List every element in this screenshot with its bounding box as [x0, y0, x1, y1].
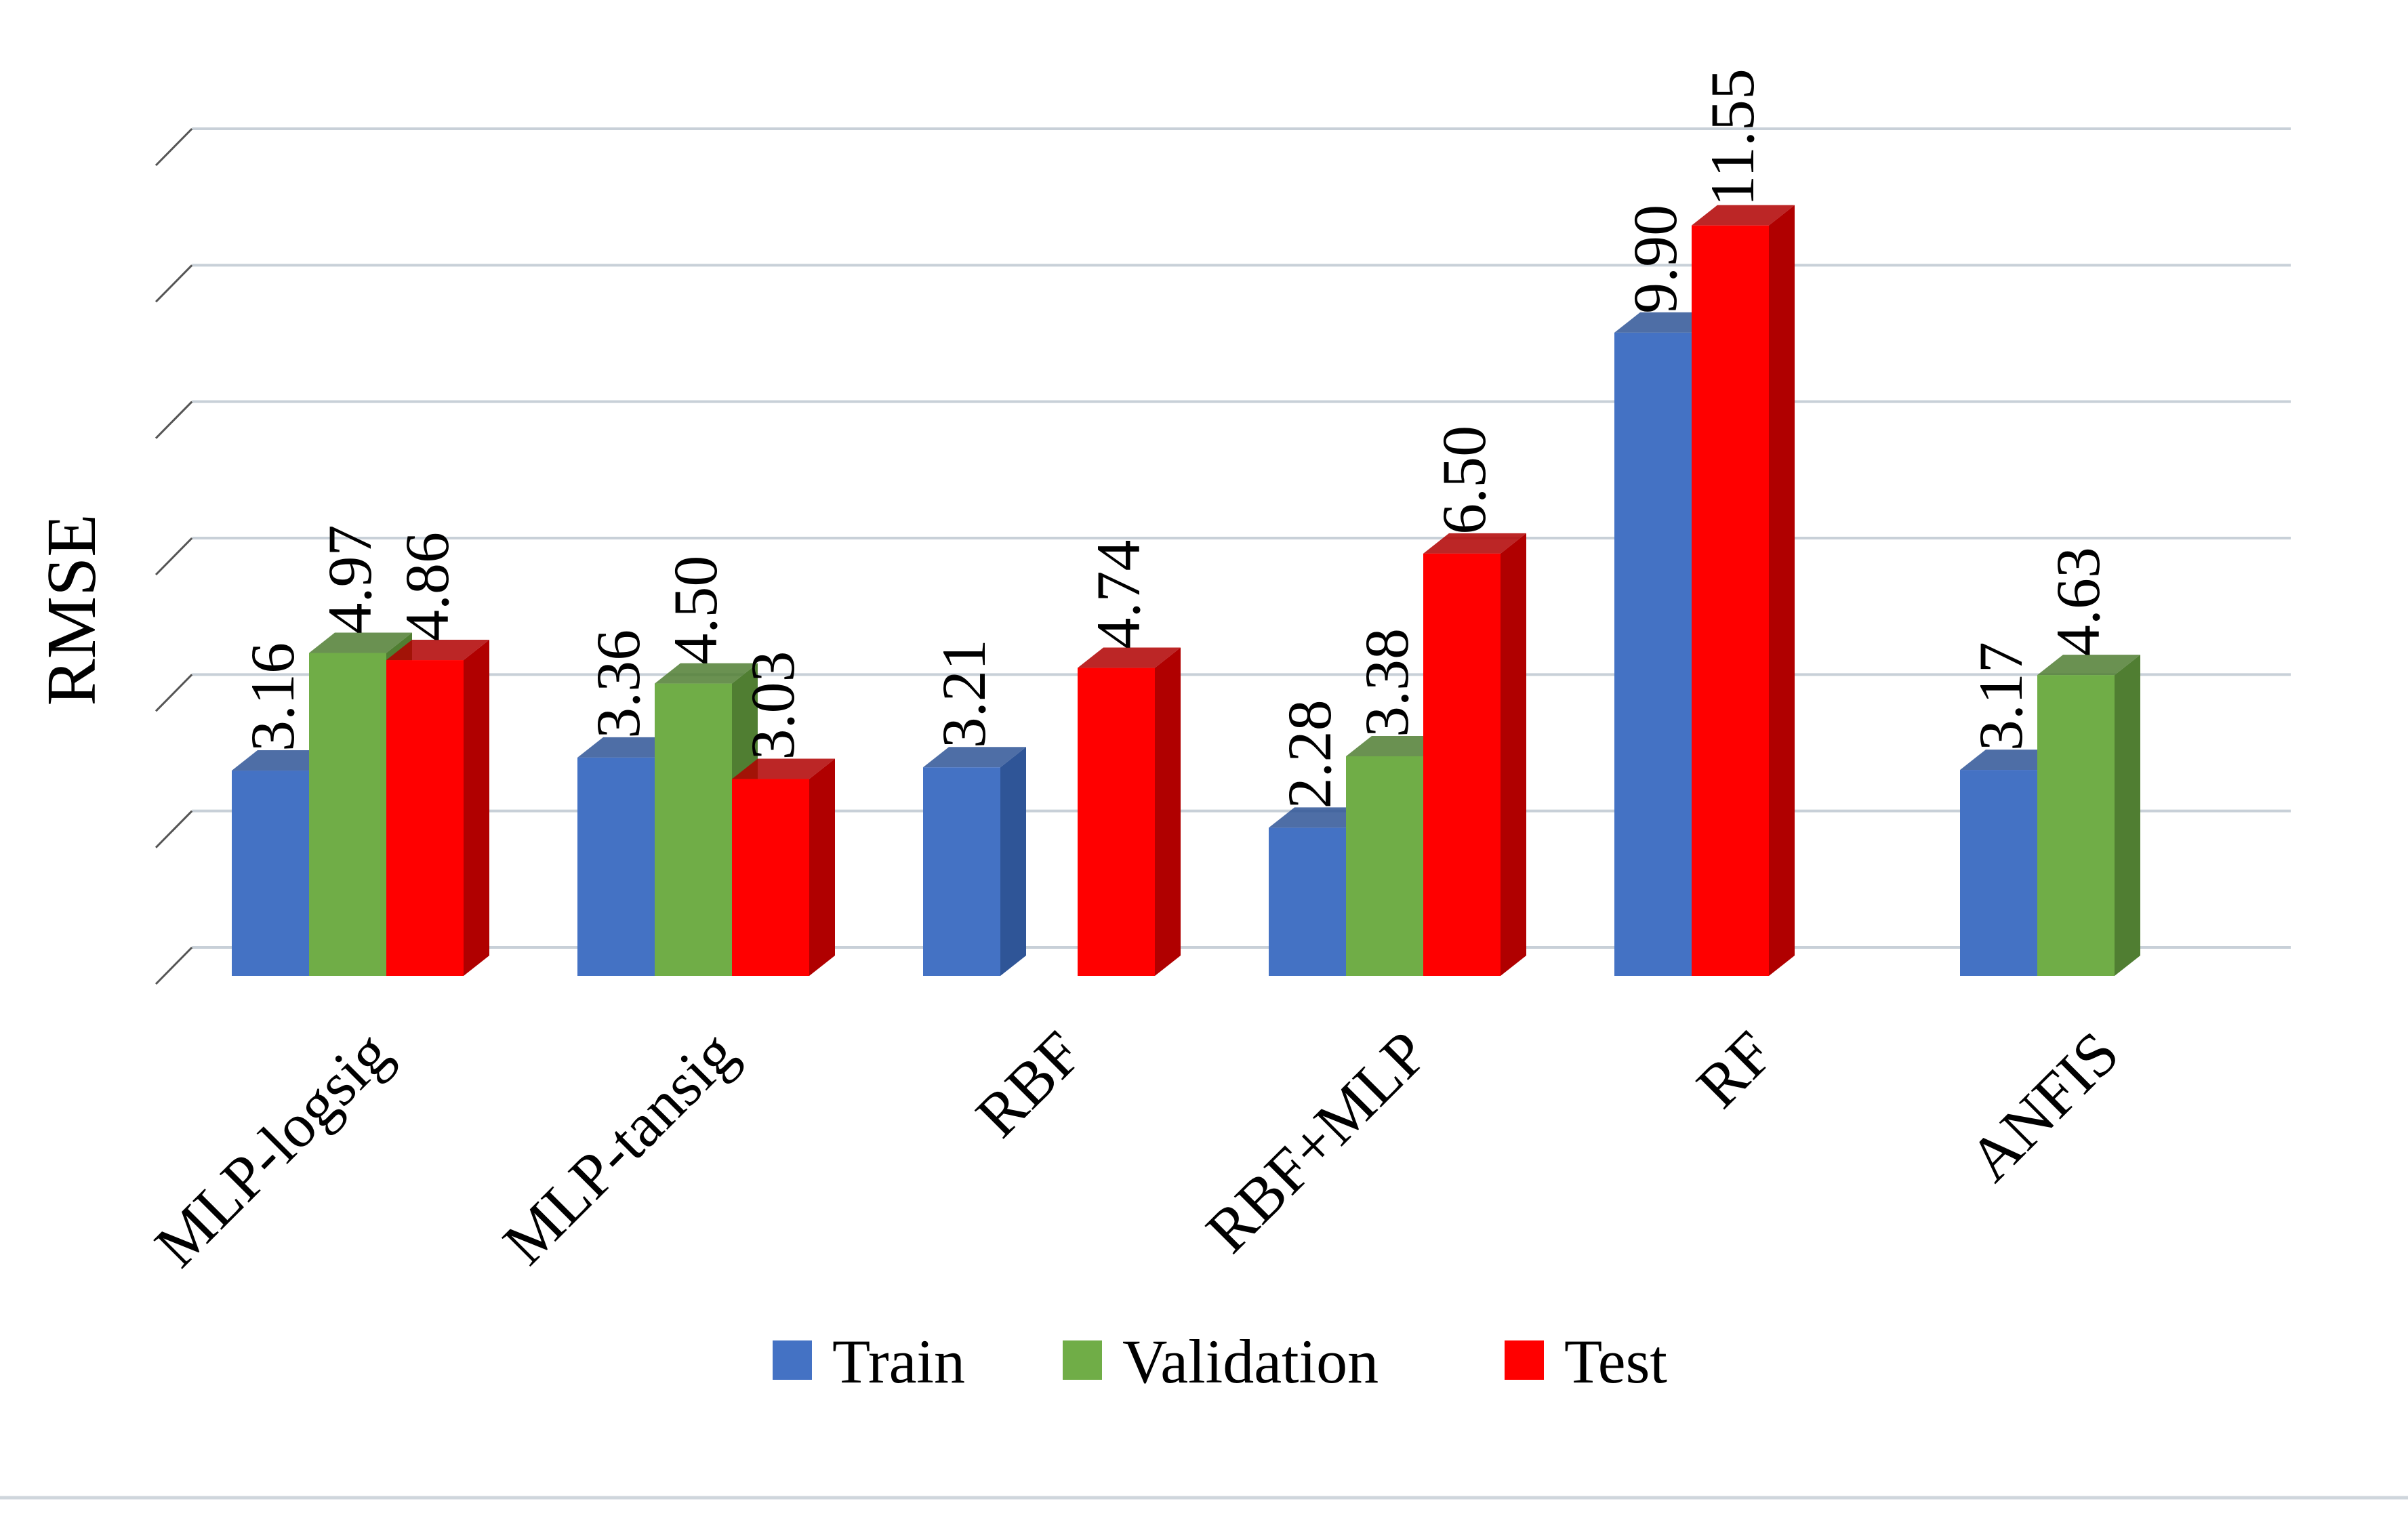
bar-front: [1423, 553, 1501, 976]
category-label: RBF+MLP: [1193, 1018, 1441, 1266]
category-label: MLP-tansig: [490, 1018, 750, 1277]
bar-side: [2115, 655, 2140, 976]
bar-test-rbf: [1078, 647, 1181, 976]
data-label: 4.74: [1084, 540, 1153, 649]
bar-top: [1692, 205, 1795, 226]
bar-top: [1423, 533, 1526, 554]
gridline-diagonal: [155, 810, 193, 848]
bar-top: [923, 747, 1026, 768]
gridline-diagonal: [155, 264, 193, 303]
bar-validation-anfis: [2037, 655, 2140, 976]
bar-front: [309, 653, 386, 976]
legend-swatch: [1505, 1340, 1544, 1380]
bar-side: [1501, 533, 1526, 976]
bar-test-mlp-logsig: [386, 640, 489, 976]
bars: [232, 205, 2140, 977]
gridline-diagonal: [155, 401, 193, 439]
bar-front: [1614, 332, 1692, 976]
data-label: 2.28: [1275, 699, 1344, 808]
bar-top: [2037, 655, 2140, 676]
bar-side: [1769, 205, 1795, 977]
data-label: 3.21: [929, 639, 998, 748]
legend-label: Test: [1564, 1327, 1667, 1396]
legend-label: Validation: [1122, 1327, 1379, 1396]
bar-test-rbf-mlp: [1423, 533, 1526, 976]
bar-top: [309, 632, 412, 653]
data-label: 4.63: [2043, 547, 2113, 656]
bar-side: [809, 758, 835, 976]
legend-item-train: Train: [773, 1327, 965, 1396]
gridline-diagonal: [155, 946, 193, 985]
data-label: 3.03: [738, 651, 807, 760]
gridline-diagonal: [155, 674, 193, 712]
bar-front: [1960, 770, 2037, 976]
data-label: 4.86: [392, 532, 462, 641]
bar-front: [577, 757, 655, 976]
legend-swatch: [1063, 1340, 1102, 1380]
legend: Train Validation Test: [773, 1327, 1667, 1396]
legend-item-test: Test: [1505, 1327, 1667, 1396]
category-label: MLP-logsig: [142, 1018, 404, 1280]
data-label: 4.50: [661, 556, 730, 665]
bar-front: [2037, 675, 2115, 976]
data-label: 3.16: [238, 642, 307, 752]
data-label: 3.17: [1966, 642, 2035, 751]
bar-front: [232, 771, 309, 976]
category-label: RF: [1683, 1018, 1787, 1121]
bar-test-rf: [1692, 205, 1795, 977]
legend-swatch: [773, 1340, 812, 1380]
bar-side: [464, 640, 489, 976]
bar-train-rbf: [923, 747, 1026, 976]
data-label: 11.55: [1698, 68, 1767, 207]
bar-side: [1000, 747, 1026, 976]
data-label: 3.38: [1352, 628, 1421, 737]
category-label: ANFIS: [1955, 1018, 2131, 1194]
bar-top: [1078, 647, 1181, 668]
data-label: 3.36: [584, 630, 653, 739]
legend-label: Train: [832, 1327, 965, 1396]
bar-front: [1078, 668, 1155, 976]
bar-front: [732, 779, 809, 976]
bar-front: [386, 660, 464, 976]
bar-top: [655, 663, 758, 684]
bar-front: [1692, 225, 1769, 977]
gridline-diagonal: [155, 537, 193, 576]
data-label: 9.90: [1620, 205, 1690, 314]
data-label: 4.97: [315, 525, 384, 634]
gridline-diagonal: [155, 127, 193, 167]
legend-item-validation: Validation: [1063, 1327, 1379, 1396]
bar-side: [1155, 647, 1181, 976]
bar-top: [386, 640, 489, 661]
bar-test-mlp-tansig: [732, 758, 835, 976]
data-labels: 3.164.97 4.86 3.364.503.03 3.21 4.74 2.283.38…: [238, 68, 2113, 808]
bar-front: [655, 683, 732, 976]
bar-top: [732, 758, 835, 779]
category-labels: MLP-logsig MLP-tansig RBF RBF+MLP RF ANFIS: [142, 1018, 2132, 1280]
bar-front: [1346, 756, 1423, 976]
bar-front: [923, 767, 1000, 976]
category-label: RBF: [962, 1018, 1095, 1150]
bar-front: [1269, 827, 1346, 976]
data-label: 6.50: [1429, 426, 1498, 535]
y-axis-label: RMSE: [33, 514, 110, 705]
gridlines: [155, 127, 2291, 985]
